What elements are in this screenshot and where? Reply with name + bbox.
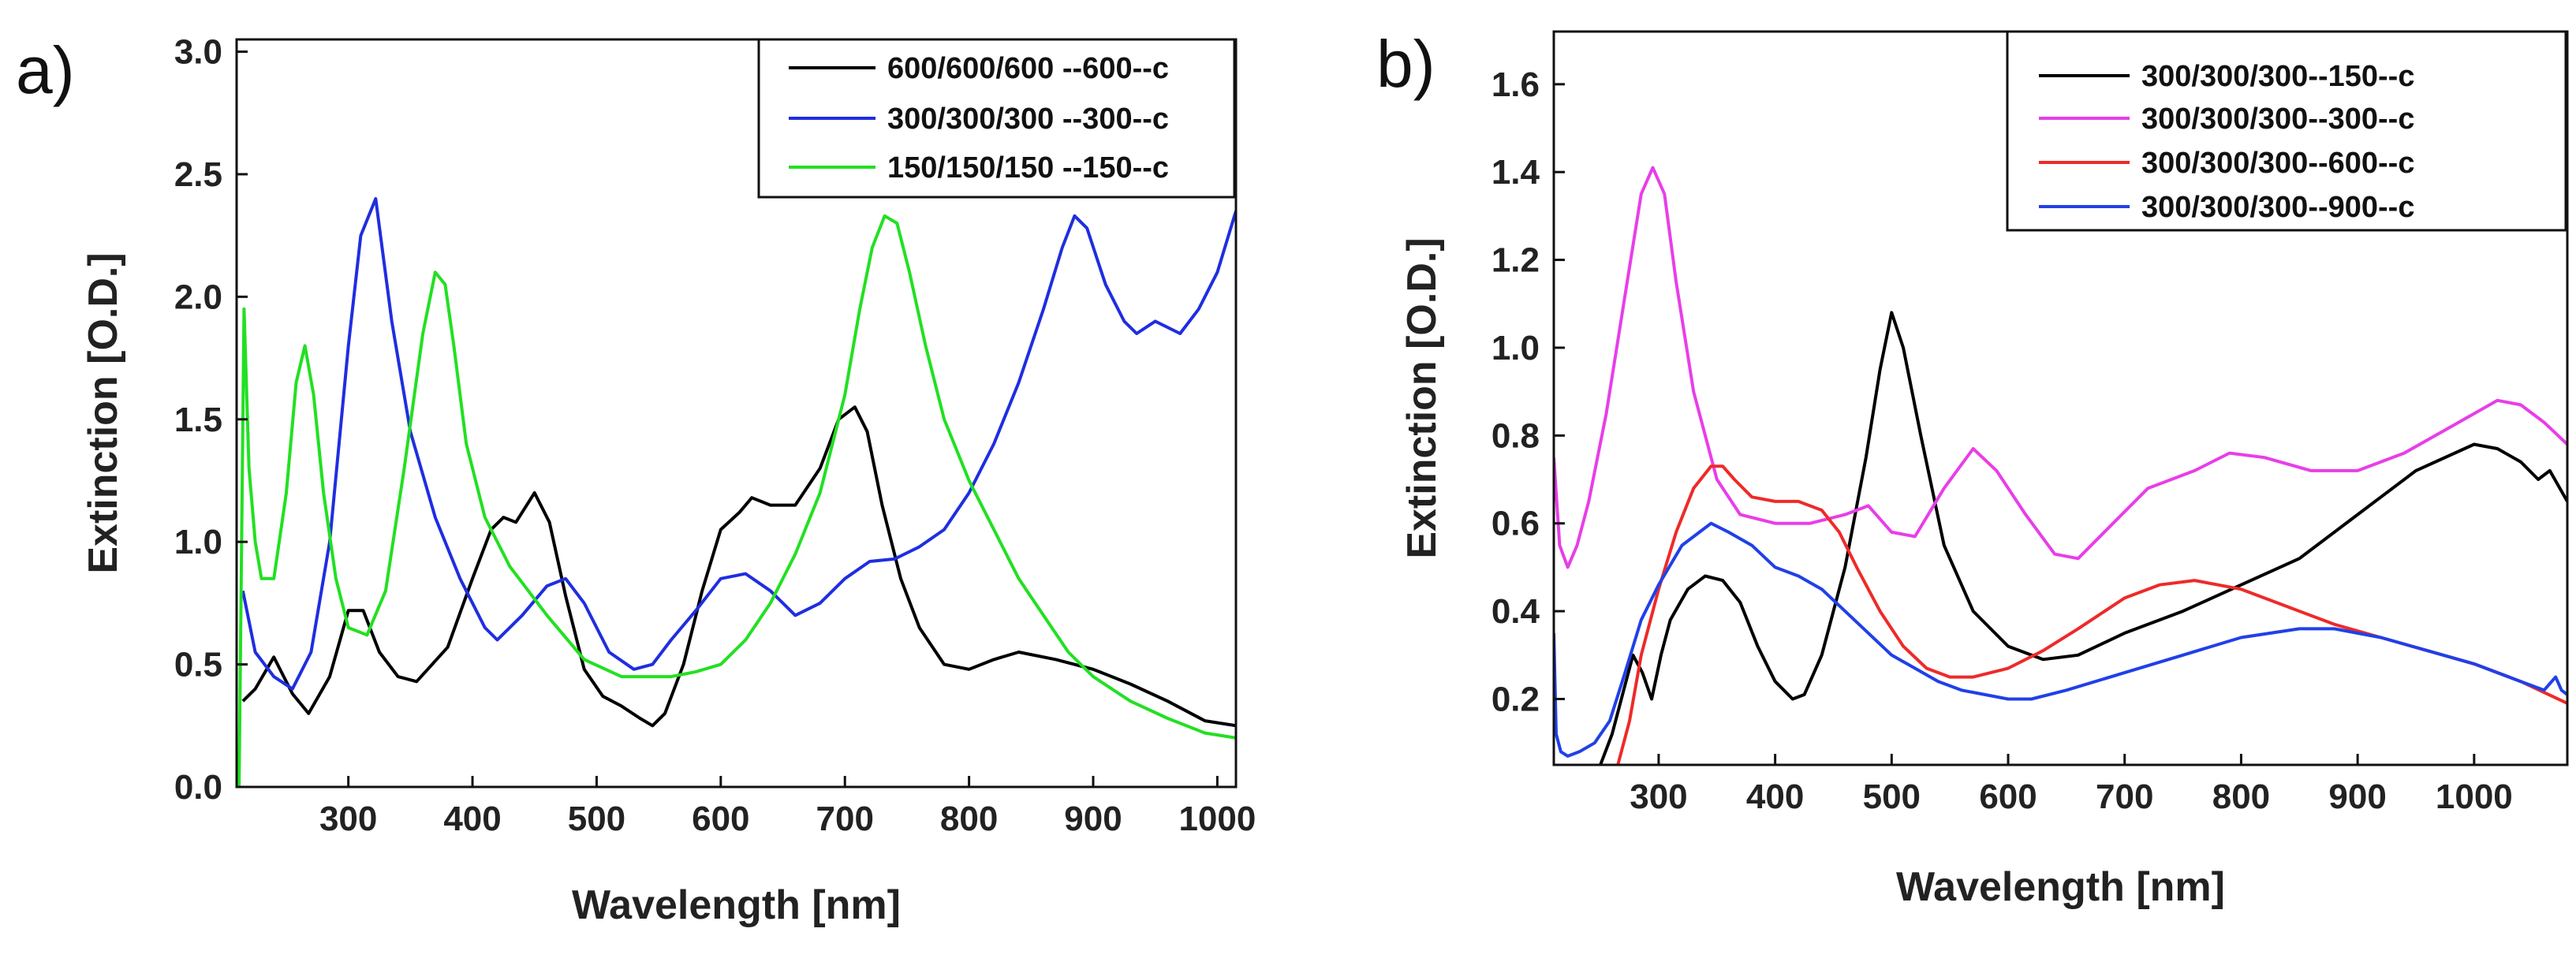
legend: 300/300/300--150--c 300/300/300--300--c 30… xyxy=(2006,30,2567,232)
chart-b: 300 400 500 600 700 800 900 1000 0.2 0.4 0.6 0.8 1.0… xyxy=(1376,27,2569,910)
x-tick-label: 300 xyxy=(319,800,377,838)
y-tick-label: 0.6 xyxy=(1491,505,1540,543)
x-tick-label: 700 xyxy=(816,800,874,838)
x-tick-label: 400 xyxy=(1746,777,1804,816)
series-line-3 xyxy=(1616,464,2567,765)
x-tick-label: 500 xyxy=(568,800,625,838)
chart-a: 300 400 500 600 700 800 900 1000 0.0 0.5 1.0 1.5 2.0… xyxy=(16,33,1256,928)
x-axis-label: Wavelength [nm] xyxy=(572,882,901,928)
plot-frame xyxy=(235,38,1238,789)
y-tick-label: 0.4 xyxy=(1491,592,1540,631)
y-tick-label: 3.0 xyxy=(174,33,222,72)
x-tick-label: 1000 xyxy=(1178,800,1256,838)
series-line-4 xyxy=(1554,521,2567,758)
series-line-1 xyxy=(241,405,1236,728)
panel-label: a) xyxy=(16,33,75,107)
y-axis-label: Extinction [O.D.] xyxy=(1399,237,1445,558)
y-tick-label: 2.5 xyxy=(174,155,222,194)
series-line-3 xyxy=(237,214,1236,787)
legend-label-1: 600/600/600 --600--c xyxy=(887,52,1169,85)
x-tick-label: 600 xyxy=(1979,777,2037,816)
y-tick-label: 0.5 xyxy=(174,646,222,684)
y-tick-label: 1.6 xyxy=(1491,65,1540,104)
legend-box xyxy=(2006,30,2567,232)
x-tick-label: 600 xyxy=(692,800,749,838)
y-tick-label: 1.4 xyxy=(1491,153,1540,192)
y-tick-label: 0.0 xyxy=(174,768,222,807)
legend-label-4: 300/300/300--900--c xyxy=(2141,191,2414,224)
y-axis-label: Extinction [O.D.] xyxy=(80,252,126,573)
legend-label-3: 150/150/150 --150--c xyxy=(887,151,1169,185)
panel-label: b) xyxy=(1376,27,1435,101)
series-line-2 xyxy=(241,197,1236,691)
x-tick-label: 1000 xyxy=(2436,777,2513,816)
y-tick-label: 1.5 xyxy=(174,401,222,439)
legend-label-1: 300/300/300--150--c xyxy=(2141,60,2414,93)
legend-label-2: 300/300/300 --300--c xyxy=(887,103,1169,136)
legend-label-3: 300/300/300--600--c xyxy=(2141,147,2414,180)
x-axis-label: Wavelength [nm] xyxy=(1896,864,2225,910)
y-tick-label: 0.8 xyxy=(1491,416,1540,455)
series-line-1 xyxy=(1599,311,2567,765)
x-tick-label: 300 xyxy=(1630,777,1687,816)
legend-label-2: 300/300/300--300--c xyxy=(2141,103,2414,136)
x-tick-label: 400 xyxy=(443,800,501,838)
x-tick-label: 800 xyxy=(2212,777,2270,816)
x-tick-label: 800 xyxy=(940,800,998,838)
y-tick-label: 1.0 xyxy=(1491,329,1540,367)
y-tick-label: 0.2 xyxy=(1491,680,1540,718)
y-tick-label: 1.0 xyxy=(174,523,222,561)
y-tick-label: 1.2 xyxy=(1491,241,1540,280)
x-tick-label: 700 xyxy=(2096,777,2153,816)
series-line-2 xyxy=(1554,166,2567,569)
legend: 600/600/600 --600--c 300/300/300 --300--c… xyxy=(757,38,1236,199)
x-tick-label: 900 xyxy=(2328,777,2386,816)
x-tick-label: 900 xyxy=(1064,800,1122,838)
x-tick-label: 500 xyxy=(1863,777,1921,816)
y-tick-label: 2.0 xyxy=(174,278,222,316)
